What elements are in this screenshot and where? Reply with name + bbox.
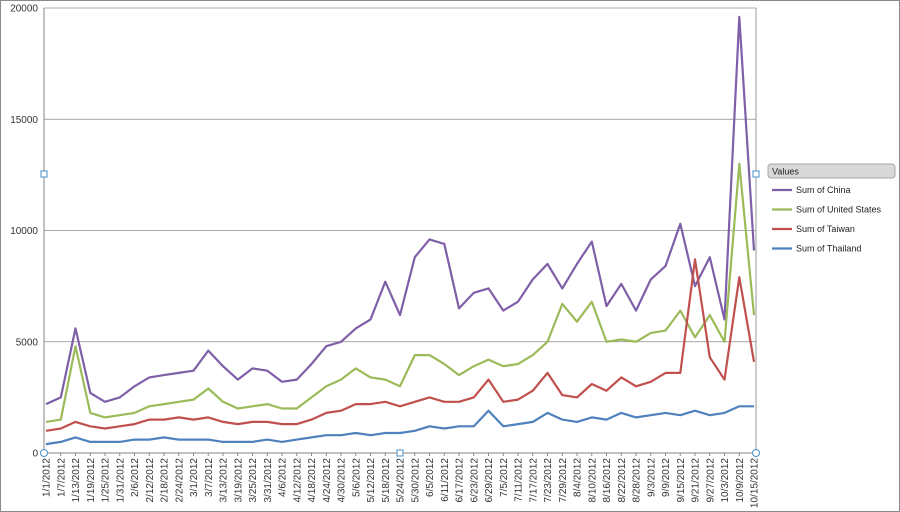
x-tick-label: 4/24/2012: [322, 458, 333, 503]
legend-entry: Sum of China: [796, 185, 851, 195]
x-tick-label: 6/17/2012: [455, 458, 466, 503]
x-tick-label: 7/5/2012: [499, 458, 510, 497]
legend-entry: Sum of Taiwan: [796, 224, 855, 234]
x-tick-label: 9/3/2012: [646, 458, 657, 497]
x-tick-label: 1/31/2012: [115, 458, 126, 503]
legend-title: Values: [772, 167, 799, 177]
series-line-2: [45, 258, 756, 432]
corner-handle[interactable]: [752, 449, 760, 457]
x-tick-label: 4/30/2012: [337, 458, 348, 503]
x-tick-label: 7/29/2012: [558, 458, 569, 503]
corner-handle[interactable]: [40, 449, 48, 457]
x-tick-label: 3/13/2012: [219, 458, 230, 503]
y-tick-label: 15000: [10, 115, 38, 126]
x-tick-label: 3/25/2012: [248, 458, 259, 503]
gridlines: [43, 7, 757, 454]
x-tick-label: 1/7/2012: [56, 458, 67, 497]
x-tick-label: 5/18/2012: [381, 458, 392, 503]
y-axis-ticks: 0 5000 10000 15000 20000: [10, 4, 38, 460]
series-line-0: [45, 15, 756, 406]
x-tick-label: 3/31/2012: [263, 458, 274, 503]
x-tick-label: 3/19/2012: [233, 458, 244, 503]
x-tick-label: 8/28/2012: [632, 458, 643, 503]
x-tick-label: 7/23/2012: [543, 458, 554, 503]
x-tick-label: 6/11/2012: [440, 458, 451, 502]
x-tick-label: 1/25/2012: [101, 458, 112, 503]
series-line-1: [45, 162, 756, 423]
resize-handle[interactable]: [396, 449, 404, 457]
x-tick-label: 6/23/2012: [469, 458, 480, 503]
x-tick-label: 9/21/2012: [691, 458, 702, 503]
x-tick-label: 1/13/2012: [71, 458, 82, 503]
x-tick-label: 2/6/2012: [130, 458, 141, 497]
x-axis-ticks: 1/1/2012 1/7/2012 1/13/2012 1/19/2012 1/25/2…: [42, 453, 761, 508]
x-tick-label: 8/16/2012: [602, 458, 613, 503]
x-tick-label: 7/17/2012: [528, 458, 539, 503]
x-tick-label: 4/18/2012: [307, 458, 318, 503]
x-tick-label: 2/24/2012: [174, 458, 185, 503]
x-tick-label: 10/3/2012: [720, 458, 731, 503]
series-line-3: [45, 405, 754, 446]
x-tick-label: 5/12/2012: [366, 458, 377, 503]
x-tick-label: 10/9/2012: [735, 458, 746, 503]
y-tick-label: 5000: [16, 337, 39, 348]
x-tick-label: 8/10/2012: [587, 458, 598, 503]
x-tick-label: 6/29/2012: [484, 458, 495, 503]
x-tick-label: 2/12/2012: [145, 458, 156, 503]
resize-handle[interactable]: [752, 170, 760, 178]
legend-entry: Sum of United States: [796, 205, 882, 215]
x-tick-label: 5/6/2012: [351, 458, 362, 497]
x-tick-label: 1/19/2012: [86, 458, 97, 503]
y-tick-label: 10000: [10, 226, 38, 237]
x-tick-label: 4/12/2012: [292, 458, 303, 503]
legend-title-box[interactable]: [767, 163, 896, 179]
x-tick-label: 10/15/2012: [750, 458, 761, 508]
legend-items: Sum of China Sum of United States Sum of T…: [772, 185, 882, 254]
x-tick-label: 9/27/2012: [705, 458, 716, 503]
x-tick-label: 2/18/2012: [160, 458, 171, 503]
x-tick-label: 4/6/2012: [278, 458, 289, 497]
y-tick-label: 20000: [10, 4, 38, 15]
legend-entry: Sum of Thailand: [796, 244, 861, 254]
x-tick-label: 3/7/2012: [204, 458, 215, 497]
x-tick-label: 9/15/2012: [676, 458, 687, 503]
x-tick-label: 9/9/2012: [661, 458, 672, 497]
x-tick-label: 7/11/2012: [514, 458, 525, 502]
resize-handle[interactable]: [40, 170, 48, 178]
x-tick-label: 6/5/2012: [425, 458, 436, 497]
x-tick-label: 3/1/2012: [189, 458, 200, 497]
selection-handles[interactable]: [40, 170, 760, 457]
x-tick-label: 8/4/2012: [573, 458, 584, 497]
y-tick-label: 0: [32, 449, 38, 460]
x-tick-label: 1/1/2012: [42, 458, 53, 497]
x-tick-label: 5/24/2012: [396, 458, 407, 503]
x-tick-label: 8/22/2012: [617, 458, 628, 503]
series-lines: [45, 15, 756, 446]
x-tick-label: 5/30/2012: [410, 458, 421, 503]
